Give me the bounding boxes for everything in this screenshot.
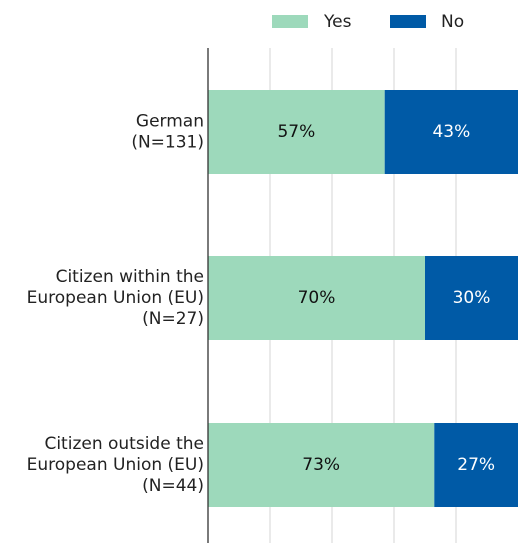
data-label-no-2: 27% — [457, 455, 495, 475]
bar-no-1 — [425, 256, 518, 340]
legend: Yes No — [272, 12, 464, 32]
category-label-1-line-2: (N=27) — [142, 309, 204, 329]
bars: 57% 43% 70% 30% 73% 27% — [208, 90, 518, 507]
category-label-2-line-0: Citizen outside the — [44, 434, 204, 454]
data-label-no-0: 43% — [432, 122, 470, 142]
bar-no-2 — [434, 423, 518, 507]
data-label-no-1: 30% — [453, 288, 491, 308]
legend-label-no: No — [441, 12, 464, 32]
category-label-0-line-0: German — [136, 112, 204, 132]
category-label-1-line-1: European Union (EU) — [27, 288, 204, 308]
category-label-2-line-1: European Union (EU) — [27, 455, 204, 475]
category-label-1-line-0: Citizen within the — [56, 267, 204, 287]
data-label-yes-1: 70% — [298, 288, 336, 308]
bar-yes-2 — [208, 423, 435, 507]
data-label-yes-0: 57% — [277, 122, 315, 142]
legend-swatch-no — [390, 15, 426, 28]
category-label-0-line-1: (N=131) — [131, 133, 204, 153]
bar-yes-1 — [208, 256, 425, 340]
legend-label-yes: Yes — [323, 12, 352, 32]
category-label-2-line-2: (N=44) — [142, 476, 204, 496]
bar-yes-0 — [208, 90, 385, 174]
bar-no-0 — [384, 90, 518, 174]
legend-swatch-yes — [272, 15, 308, 28]
data-label-yes-2: 73% — [302, 455, 340, 475]
category-labels: German(N=131)Citizen within theEuropean … — [27, 112, 204, 497]
